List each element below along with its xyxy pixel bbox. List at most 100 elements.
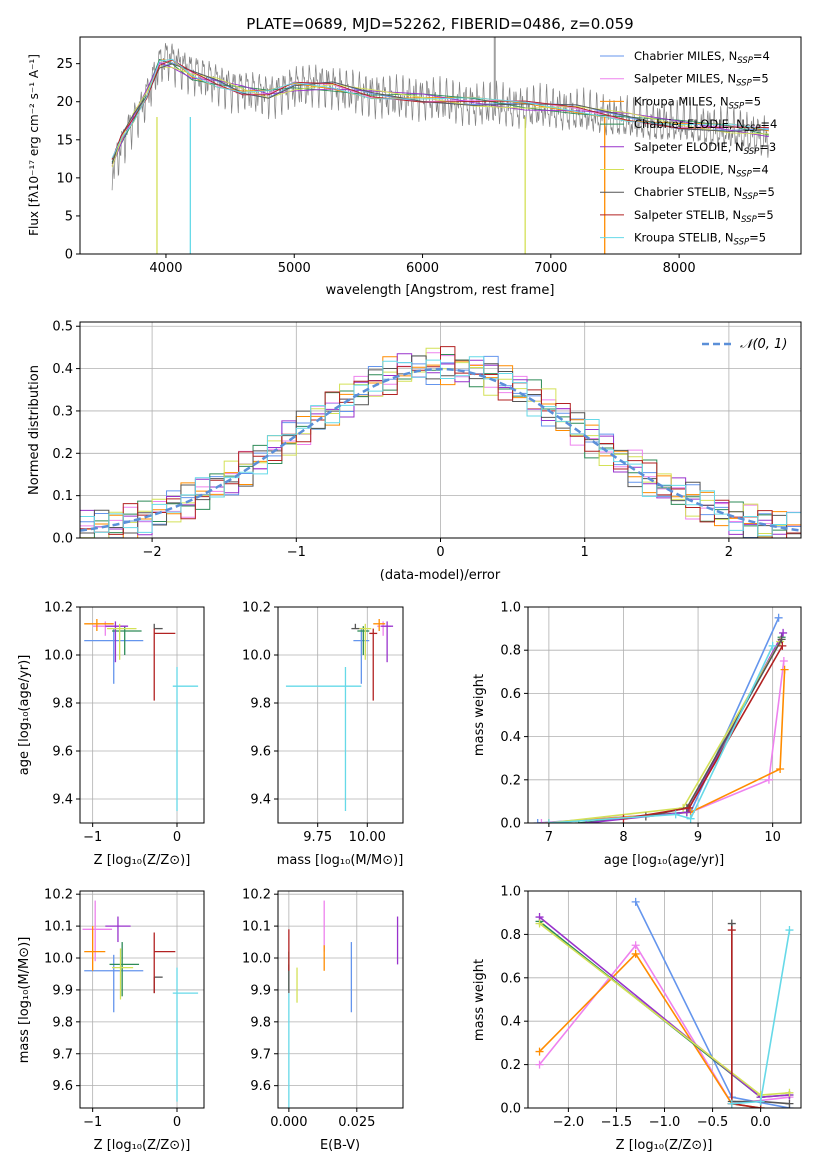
mass-z-ticks: −1 0 9.6 9.7 9.8 9.9 10.0 10.1 10.2 (44, 888, 181, 1130)
y-tick-label: 25 (56, 57, 73, 72)
y-tick-label: 0.6 (500, 687, 521, 702)
y-tick-label: 1.0 (500, 885, 521, 900)
mass-weight-line (645, 639, 783, 818)
y-tick-label: 9.6 (250, 1079, 271, 1094)
y-tick-label: 20 (56, 95, 73, 110)
x-tick-label: −1 (83, 1115, 102, 1130)
y-tick-label: 9.9 (250, 983, 271, 998)
x-tick-label: 7000 (534, 261, 567, 276)
mass-weight-marker (631, 897, 640, 906)
mass-weight-marker (776, 765, 785, 773)
x-tick-label: 0 (173, 830, 181, 845)
x-tick-label: 0 (173, 1115, 181, 1130)
mass-weight-marker (727, 1099, 736, 1108)
spectrum-axes-frame (79, 36, 802, 255)
mass-weight-marker (777, 635, 786, 644)
y-tick-label: 10.1 (44, 920, 73, 935)
x-tick-label: −1.0 (649, 1115, 681, 1130)
gridlines (80, 891, 204, 1108)
y-tick-label: 9.6 (52, 745, 73, 760)
age-vs-mass-panel: 9.75 10.00 9.4 9.6 9.8 10.0 10.2 mass [log₁₀(M… (242, 601, 404, 868)
mass-weight-line (548, 645, 774, 823)
mass-ebv-plot-area (278, 891, 403, 1108)
gridlines (278, 607, 403, 823)
y-tick-label: 10.2 (242, 601, 271, 616)
mass-weight-marker (533, 819, 542, 823)
mass-weight-marker (535, 919, 544, 928)
y-tick-label: 10 (56, 171, 73, 186)
mass-vs-metallicity-panel: −1 0 9.6 9.7 9.8 9.9 10.0 10.1 10.2 Z [log₁₀(Z/Z… (17, 888, 205, 1153)
y-tick-label: 9.9 (52, 983, 73, 998)
mw-z-xlabel: Z [log₁₀(Z/Z⊙)] (616, 1138, 713, 1153)
x-tick-label: 7 (545, 830, 553, 845)
mass-weight-vs-age-panel: 7 8 9 10 0.0 0.2 0.4 0.6 0.8 1.0 age [log₁₀(age/y… (472, 601, 802, 868)
mw-age-xlabel: age [log₁₀(age/yr)] (604, 853, 725, 868)
mass-weight-line (548, 669, 786, 823)
legend-label: Chabrier MILES, NSSP=4 (634, 49, 770, 66)
figure-title: PLATE=0689, MJD=52262, FIBERID=0486, z=0… (246, 15, 633, 33)
y-tick-label: 0.1 (52, 489, 73, 504)
mw-z-ticks: −2.0 −1.5 −1.0 −0.5 0.0 0.0 0.2 0.4 0.6 0.8 1.0 (500, 885, 771, 1131)
mass-weight-marker (535, 1047, 544, 1056)
y-tick-label: 5 (65, 209, 73, 224)
mass-weight-marker (685, 803, 694, 812)
mass-weight-marker (544, 819, 553, 823)
age-z-xlabel: Z [log₁₀(Z/Z⊙)] (94, 853, 191, 868)
x-tick-label: 10.00 (349, 830, 386, 845)
y-tick-label: 0.4 (500, 730, 521, 745)
y-tick-label: 9.6 (250, 745, 271, 760)
y-tick-label: 0.2 (52, 447, 73, 462)
x-tick-label: −2 (143, 545, 162, 560)
mass-weight-marker (779, 628, 788, 637)
legend-label: Salpeter ELODIE, NSSP=3 (634, 140, 776, 157)
y-tick-label: 0.6 (500, 971, 521, 986)
x-tick-label: −1 (83, 830, 102, 845)
age-z-axes-frame (79, 606, 205, 824)
mass-weight-marker (774, 613, 783, 622)
y-tick-label: 10.0 (44, 649, 73, 664)
mw-age-axes-frame (527, 606, 802, 824)
y-tick-label: 0.5 (52, 320, 73, 335)
x-tick-label: 2 (725, 545, 733, 560)
mass-weight-marker (537, 819, 546, 823)
y-tick-label: 9.8 (52, 1015, 73, 1030)
mass-weight-line (548, 641, 781, 823)
mw-age-ticks: 7 8 9 10 0.0 0.2 0.4 0.6 0.8 1.0 (500, 601, 781, 846)
gridlines (80, 607, 204, 823)
y-tick-label: 0.0 (52, 532, 73, 547)
mass-ebv-xlabel: E(B-V) (320, 1138, 360, 1153)
legend-label: Chabrier ELODIE, NSSP=4 (634, 117, 777, 134)
spectrum-xlabel: wavelength [Angstrom, rest frame] (326, 283, 555, 298)
y-tick-label: 9.8 (52, 697, 73, 712)
mw-age-ylabel: mass weight (472, 674, 487, 756)
y-tick-label: 0.8 (500, 928, 521, 943)
y-tick-label: 9.4 (250, 793, 271, 808)
mass-weight-line (730, 930, 761, 1108)
x-tick-label: 8000 (663, 261, 696, 276)
x-tick-label: 1 (581, 545, 589, 560)
x-tick-label: 5000 (278, 261, 311, 276)
age-z-ticks: −1 0 9.4 9.6 9.8 10.0 10.2 (44, 601, 181, 846)
normal-distribution-curve (80, 367, 801, 532)
legend-label: Salpeter STELIB, NSSP=5 (634, 208, 774, 225)
normal-curve-legend-label: 𝒩(0, 1) (740, 337, 787, 352)
mass-z-plot-area (80, 891, 204, 1108)
mass-z-ylabel: mass [log₁₀(M/M⊙)] (17, 937, 32, 1064)
x-tick-label: −0.5 (697, 1115, 729, 1130)
mw-z-plot-area (528, 891, 801, 1108)
legend-label: Kroupa ELODIE, NSSP=4 (634, 163, 769, 180)
residual-histogram-panel: −2 −1 0 1 2 0.0 0.1 0.2 0.3 0.4 0.5 (data-model)/e… (27, 320, 802, 583)
spectrum-legend: Chabrier MILES, NSSP=4 Salpeter MILES, NS… (600, 49, 777, 248)
y-tick-label: 9.7 (250, 1047, 271, 1062)
y-tick-label: 0.0 (500, 1102, 521, 1117)
mass-weight-marker (764, 775, 773, 784)
y-tick-label: 0 (65, 248, 73, 263)
age-mass-axes-frame (277, 606, 404, 824)
mw-z-ylabel: mass weight (472, 959, 487, 1041)
y-tick-label: 9.6 (52, 1079, 73, 1094)
y-tick-label: 10.1 (242, 920, 271, 935)
histogram-ticks: −2 −1 0 1 2 0.0 0.1 0.2 0.3 0.4 0.5 (52, 320, 733, 560)
mass-weight-vs-metallicity-panel: −2.0 −1.5 −1.0 −0.5 0.0 0.0 0.2 0.4 0.6 0.8 1.0 Z … (472, 885, 802, 1153)
mass-vs-ebv-panel: 0.000 0.025 9.6 9.7 9.8 9.9 10.0 10.1 10.2 E(B-V… (242, 888, 404, 1153)
age-mass-ticks: 9.75 10.00 9.4 9.6 9.8 10.0 10.2 (242, 601, 386, 846)
